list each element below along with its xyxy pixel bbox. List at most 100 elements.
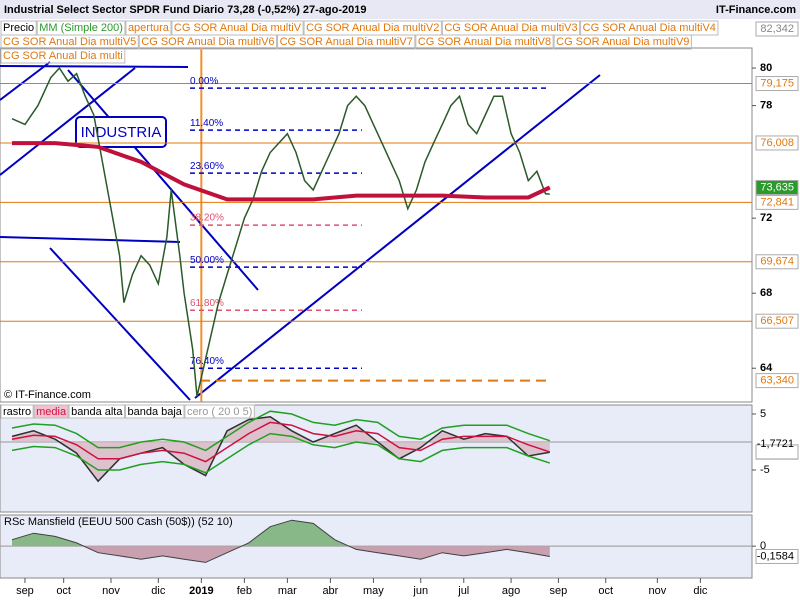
y-tick-label: 64 — [760, 362, 773, 374]
x-tick-label: sep — [550, 585, 568, 597]
area-fill — [83, 546, 550, 563]
level-box — [755, 254, 799, 270]
legend-entry: CG SOR Anual Dia multiV4 — [583, 22, 716, 34]
y-tick-label: 78 — [760, 99, 772, 111]
legend-box — [277, 34, 416, 50]
x-tick-label: nov — [102, 585, 120, 597]
legend-box — [553, 34, 692, 50]
legend-entry: CG SOR Anual Dia multiV5 — [3, 36, 136, 48]
trend-line — [0, 67, 136, 176]
x-tick-label: oct — [56, 585, 71, 597]
fib-label: 0.00% — [190, 76, 218, 87]
x-tick-label: mar — [278, 585, 297, 597]
y-tick-label: 5 — [760, 408, 766, 420]
top-price-label: 82,342 — [760, 23, 794, 35]
legend-box — [138, 34, 278, 50]
trend-lines — [0, 61, 601, 401]
trend-line — [0, 61, 51, 101]
legend-entry: apertura — [128, 22, 170, 34]
annotation: INDUSTRIA — [81, 124, 162, 141]
x-tick-label: feb — [237, 585, 252, 597]
level-label: 79,175 — [760, 77, 794, 89]
y-tick-label: 68 — [760, 287, 772, 299]
watermark: © IT-Finance.com — [4, 389, 91, 401]
legend-box — [68, 404, 125, 419]
price-panel — [0, 47, 753, 403]
x-tick-label: oct — [598, 585, 613, 597]
level-box — [755, 313, 799, 329]
level-box — [755, 76, 799, 92]
level-box — [755, 373, 799, 389]
last-value-box — [755, 444, 799, 460]
x-tick-label: jul — [457, 585, 469, 597]
price-box — [755, 21, 799, 37]
legend-entry: banda alta — [71, 406, 123, 418]
series-line — [12, 141, 551, 202]
y-tick-label: 80 — [760, 62, 772, 74]
legend-entry: MM (Simple 200) — [39, 22, 123, 34]
fib-label: 61.80% — [190, 298, 224, 309]
series-line — [11, 410, 551, 452]
legend-box — [415, 34, 554, 50]
series-line — [11, 421, 551, 463]
level-label: 63,340 — [760, 375, 794, 387]
trend-line — [0, 65, 189, 68]
panel-title: RSc Mansfield (EEUU 500 Cash (50$)) (52 … — [4, 516, 233, 528]
legend-entry: cero ( 20 0 5) — [187, 406, 252, 418]
trend-line — [0, 236, 181, 243]
last-value-label: -0,1584 — [757, 550, 794, 562]
legend-entry: CG SOR Anual Dia multiV8 — [418, 36, 551, 48]
last-value-label: 73,635 — [760, 181, 794, 193]
area-fill — [12, 416, 550, 482]
x-tick-label: sep — [16, 585, 34, 597]
legend-box — [184, 404, 255, 419]
fib-label: 38.20% — [190, 213, 224, 224]
last-value-label: -1,7721 — [757, 438, 794, 450]
chart-title: Industrial Select Sector SPDR Fund Diari… — [4, 4, 367, 16]
level-box — [755, 135, 799, 151]
level-label: 72,841 — [760, 196, 794, 208]
fib-label: 23.60% — [190, 161, 224, 172]
legend-entry: CG SOR Anual Dia multiV6 — [141, 36, 274, 48]
legend-entry: media — [36, 406, 67, 418]
x-tick-label: dic — [151, 585, 166, 597]
level-label: 66,507 — [760, 315, 794, 327]
legend-box — [0, 404, 34, 419]
x-tick-label: abr — [322, 585, 338, 597]
legend-entry: CG SOR Anual Dia multiV7 — [280, 36, 413, 48]
x-tick-label: may — [363, 585, 384, 597]
level-label: 69,674 — [760, 256, 794, 268]
level-box — [755, 194, 799, 210]
series-line — [11, 519, 550, 563]
x-tick-label: jun — [412, 585, 428, 597]
legend-entry: CG SOR Anual Dia multiV3 — [444, 22, 577, 34]
y-tick-label: 72 — [760, 212, 772, 224]
fib-label: 76.40% — [190, 356, 224, 367]
x-tick-label: ago — [502, 585, 520, 597]
last-value-box — [755, 548, 799, 564]
y-tick-label: -5 — [760, 464, 770, 476]
legend-entry: CG SOR Anual Dia multiV9 — [556, 36, 689, 48]
last-value-box — [755, 179, 799, 195]
trend-line — [194, 74, 601, 399]
legend-entry: CG SOR Anual Dia multiV — [174, 22, 302, 34]
series-line — [11, 432, 551, 474]
trend-line — [67, 69, 259, 291]
x-tick-label: nov — [648, 585, 666, 597]
title-bar — [0, 0, 800, 19]
level-label: 76,008 — [760, 137, 794, 149]
legend-entry: CG SOR Anual Dia multi — [3, 50, 123, 62]
legend-box — [33, 404, 69, 419]
area-fill — [12, 520, 550, 547]
x-tick-label: dic — [693, 585, 708, 597]
y-tick-label: 0 — [760, 540, 766, 552]
legend-box — [124, 404, 185, 419]
trend-line — [49, 247, 191, 401]
legend-entry: CG SOR Anual Dia multiV2 — [306, 22, 439, 34]
legend-box — [0, 48, 126, 64]
series-line — [11, 66, 550, 397]
site-name: IT-Finance.com — [716, 4, 796, 16]
legend-entry: Precio — [3, 22, 34, 34]
x-tick-label: 2019 — [189, 585, 213, 597]
